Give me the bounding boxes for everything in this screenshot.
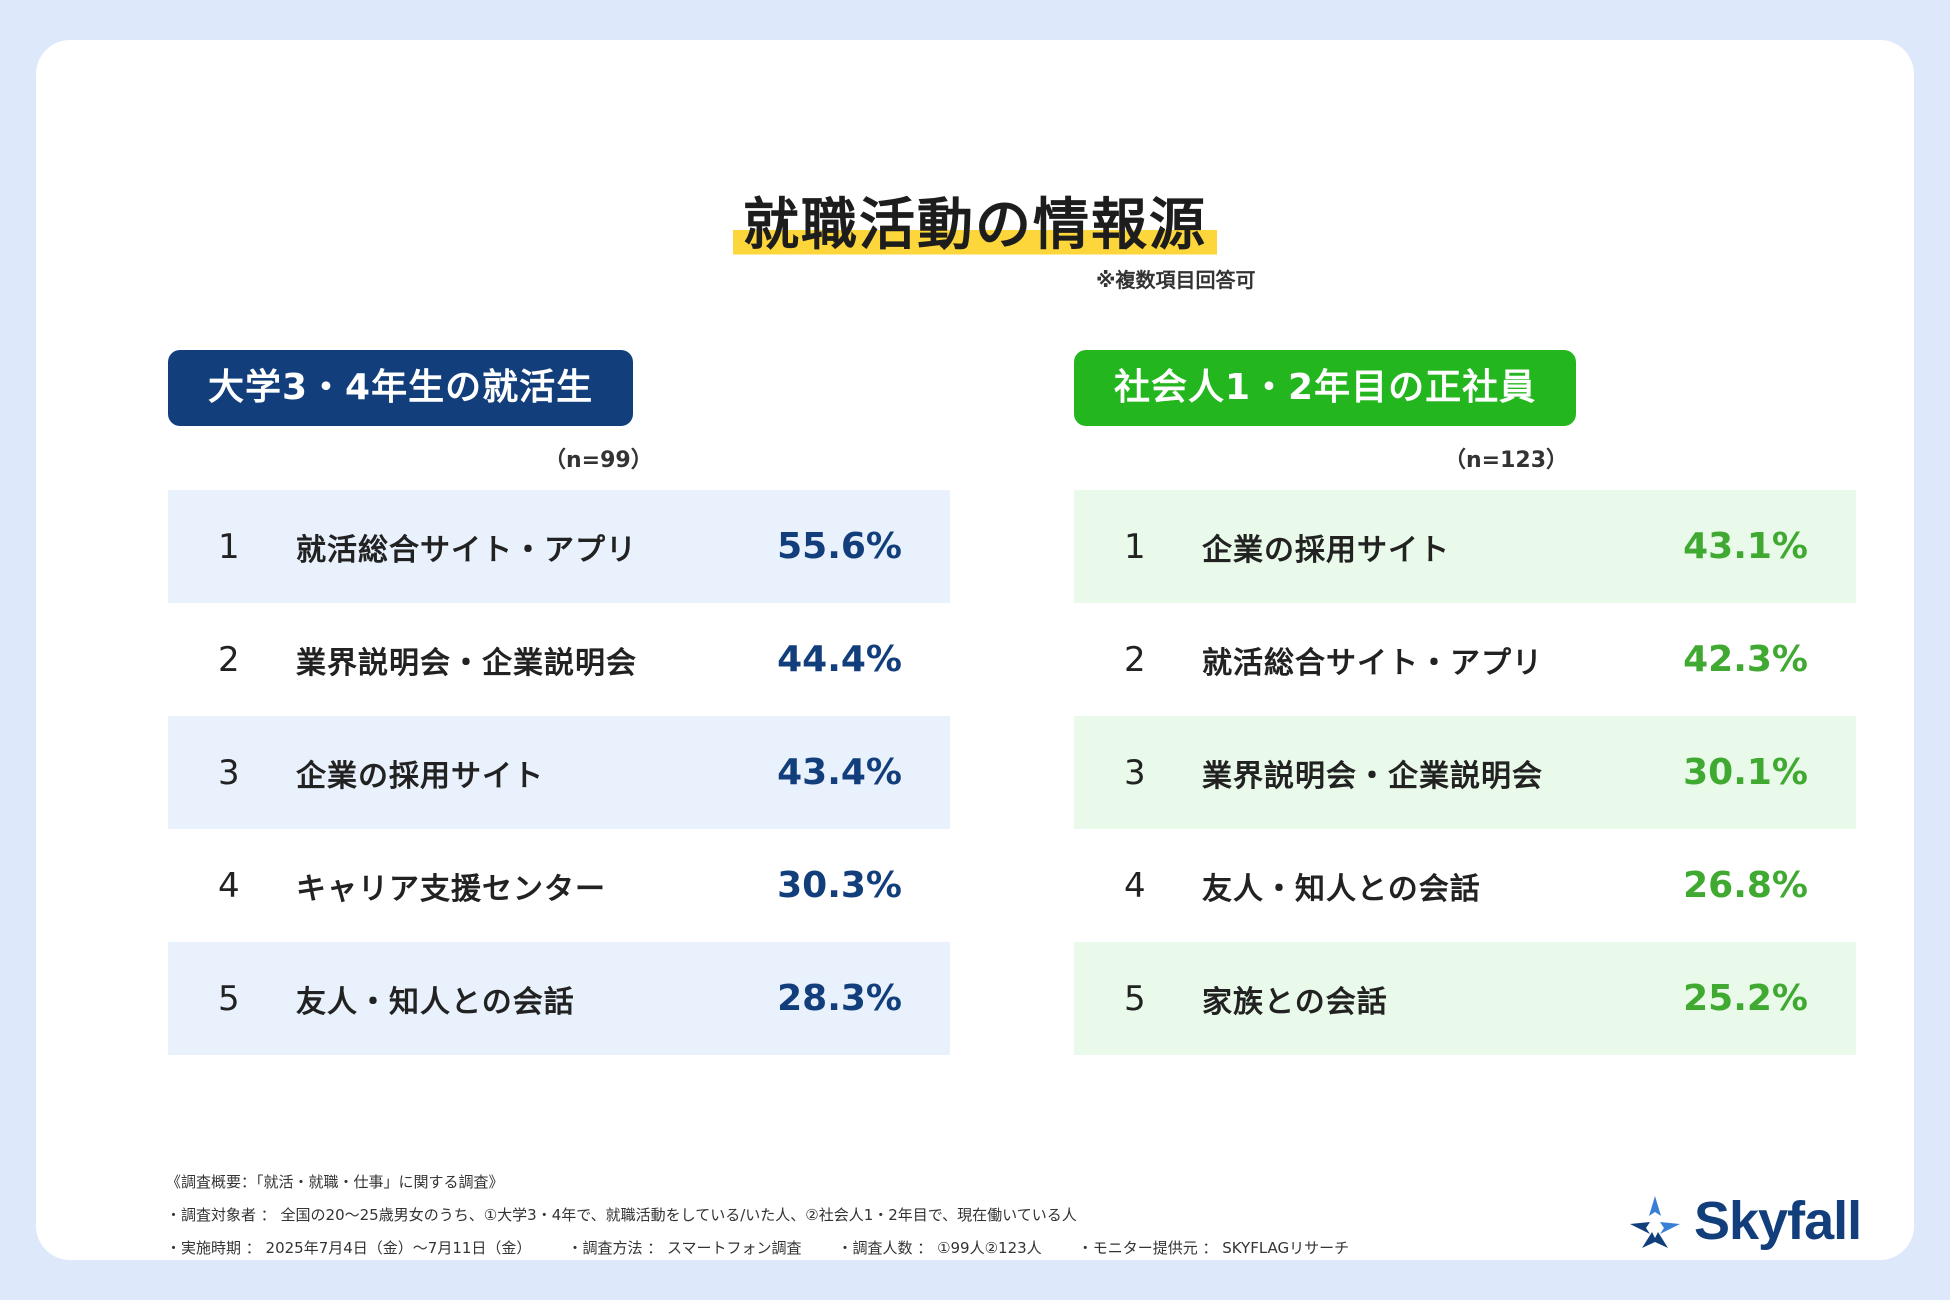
source-label: 企業の採用サイト <box>296 758 544 794</box>
table-row: 4 友人・知人との会話 26.8% <box>1074 829 1856 942</box>
survey-details: ・実施時期 ： 2025年7月4日（金）〜7月11日（金） ・調査方法 ： スマー… <box>166 1232 1349 1265</box>
percentage-value: 44.4% <box>777 639 902 680</box>
table-row: 2 業界説明会・企業説明会 44.4% <box>168 603 950 716</box>
table-row: 5 家族との会話 25.2% <box>1074 942 1856 1055</box>
survey-provider: ・モニター提供元 ： SKYFLAGリサーチ <box>1077 1239 1350 1257</box>
rank-number: 4 <box>218 865 240 906</box>
skyfall-logo: Skyfall <box>1624 1190 1862 1252</box>
percentage-value: 43.4% <box>777 752 902 793</box>
students-panel: 大学3・4年生の就活生 （n=99） 1 就活総合サイト・アプリ 55.6% 2… <box>168 350 950 1055</box>
multiple-answer-note: ※複数項目回答可 <box>1096 268 1256 292</box>
employees-ranking-table: 1 企業の採用サイト 43.1% 2 就活総合サイト・アプリ 42.3% 3 業… <box>1074 490 1856 1055</box>
source-label: 友人・知人との会話 <box>296 984 575 1020</box>
students-sample-size: （n=99） <box>544 448 653 473</box>
percentage-value: 42.3% <box>1683 639 1808 680</box>
table-row: 2 就活総合サイト・アプリ 42.3% <box>1074 603 1856 716</box>
survey-method: ・調査方法 ： スマートフォン調査 <box>567 1239 802 1257</box>
rank-number: 5 <box>218 978 240 1019</box>
rank-number: 1 <box>1124 526 1146 567</box>
rank-number: 2 <box>218 639 240 680</box>
students-ranking-table: 1 就活総合サイト・アプリ 55.6% 2 業界説明会・企業説明会 44.4% … <box>168 490 950 1055</box>
rank-number: 3 <box>1124 752 1146 793</box>
source-label: 業界説明会・企業説明会 <box>296 645 637 681</box>
source-label: 家族との会話 <box>1202 984 1388 1020</box>
rank-number: 1 <box>218 526 240 567</box>
source-label: 就活総合サイト・アプリ <box>1202 645 1543 681</box>
employees-sample-size: （n=123） <box>1444 448 1569 473</box>
survey-target: ・調査対象者 ： 全国の20〜25歳男女のうち、①大学3・4年で、就職活動をして… <box>166 1206 1077 1224</box>
title-area: 就職活動の情報源 <box>36 180 1914 261</box>
employees-group-label: 社会人1・2年目の正社員 <box>1074 350 1577 426</box>
source-label: 業界説明会・企業説明会 <box>1202 758 1543 794</box>
table-row: 5 友人・知人との会話 28.3% <box>168 942 950 1055</box>
percentage-value: 25.2% <box>1683 978 1808 1019</box>
percentage-value: 55.6% <box>777 526 902 567</box>
skyfall-star-icon <box>1630 1196 1680 1248</box>
source-label: 企業の採用サイト <box>1202 532 1450 568</box>
percentage-value: 28.3% <box>777 978 902 1019</box>
skyfall-logo-text: Skyfall <box>1694 1191 1862 1251</box>
table-row: 3 業界説明会・企業説明会 30.1% <box>1074 716 1856 829</box>
infographic-card: 就職活動の情報源 ※複数項目回答可 大学3・4年生の就活生 （n=99） 1 就… <box>36 40 1914 1260</box>
table-row: 3 企業の採用サイト 43.4% <box>168 716 950 829</box>
percentage-value: 30.1% <box>1683 752 1808 793</box>
students-group-label: 大学3・4年生の就活生 <box>168 350 634 426</box>
rank-number: 3 <box>218 752 240 793</box>
survey-count: ・調査人数 ： ①99人②123人 <box>837 1239 1042 1257</box>
table-row: 1 就活総合サイト・アプリ 55.6% <box>168 490 950 603</box>
table-row: 4 キャリア支援センター 30.3% <box>168 829 950 942</box>
employees-panel: 社会人1・2年目の正社員 （n=123） 1 企業の採用サイト 43.1% 2 … <box>1074 350 1856 1055</box>
rank-number: 4 <box>1124 865 1146 906</box>
page-title: 就職活動の情報源 <box>733 180 1217 261</box>
source-label: キャリア支援センター <box>296 871 606 907</box>
rank-number: 5 <box>1124 978 1146 1019</box>
survey-overview: 《調査概要：「就活・就職・仕事」に関する調査》 ・調査対象者 ： 全国の20〜2… <box>166 1166 1349 1265</box>
survey-heading: 《調査概要：「就活・就職・仕事」に関する調査》 <box>166 1173 504 1191</box>
percentage-value: 26.8% <box>1683 865 1808 906</box>
survey-period: ・実施時期 ： 2025年7月4日（金）〜7月11日（金） <box>166 1239 532 1257</box>
percentage-value: 30.3% <box>777 865 902 906</box>
table-row: 1 企業の採用サイト 43.1% <box>1074 490 1856 603</box>
percentage-value: 43.1% <box>1683 526 1808 567</box>
rank-number: 2 <box>1124 639 1146 680</box>
source-label: 友人・知人との会話 <box>1202 871 1481 907</box>
source-label: 就活総合サイト・アプリ <box>296 532 637 568</box>
